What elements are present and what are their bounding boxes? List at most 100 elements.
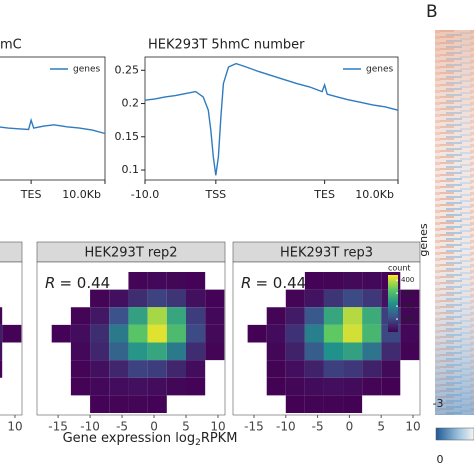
count-cell xyxy=(166,272,186,290)
count-cell xyxy=(51,324,71,343)
count-cell xyxy=(0,395,2,413)
count-cell xyxy=(304,289,324,308)
count-cell xyxy=(285,395,305,413)
count-cell xyxy=(147,272,167,290)
count-cell xyxy=(2,290,21,308)
plot-frame xyxy=(0,56,106,181)
count-cell xyxy=(304,395,324,413)
count-cell xyxy=(185,342,206,361)
r-value: = 0.44 xyxy=(59,274,110,292)
count-cell xyxy=(52,343,71,361)
count-cell xyxy=(90,395,110,413)
x-tick-label: -10.0 xyxy=(131,188,159,201)
count-cell xyxy=(128,272,148,290)
count-cell xyxy=(147,307,167,325)
heatmap-colorbar-tick: 0 xyxy=(437,453,444,466)
count-cell xyxy=(267,395,286,413)
count-cell xyxy=(90,289,110,308)
count-cell xyxy=(128,307,148,325)
count-cell xyxy=(70,324,91,343)
count-cell xyxy=(323,324,344,343)
count-cell xyxy=(2,378,21,396)
count-cell xyxy=(323,395,344,413)
count-cell xyxy=(147,395,167,413)
count-cell xyxy=(266,342,286,361)
count-cell xyxy=(147,360,167,378)
count-cell xyxy=(70,360,91,378)
count-cell xyxy=(323,377,344,396)
count-cell xyxy=(400,360,419,378)
count-cell xyxy=(109,324,129,343)
count-cell xyxy=(70,307,91,325)
count-cell xyxy=(267,290,286,308)
heatmap-colorbar xyxy=(435,427,474,441)
count-cell xyxy=(304,377,324,396)
r-value: = 0.44 xyxy=(255,274,306,292)
count-cell xyxy=(205,395,224,413)
count-cell xyxy=(185,307,206,325)
count-cell xyxy=(52,290,71,308)
count-cell xyxy=(52,307,71,325)
count-cell xyxy=(2,395,21,413)
count-cell xyxy=(2,307,21,325)
count-cell xyxy=(362,307,382,325)
profile-line xyxy=(144,62,399,176)
count-cell xyxy=(166,360,186,378)
count-cell xyxy=(185,360,206,378)
facet-header xyxy=(0,241,23,263)
count-cell xyxy=(304,324,324,343)
count-cell xyxy=(128,342,148,361)
count-cell xyxy=(266,307,286,325)
x-tick-label: TES xyxy=(313,188,335,201)
x-tick-label: TSS xyxy=(204,188,226,201)
colorbar-tick-label: 400 xyxy=(401,276,414,284)
count-cell xyxy=(109,307,129,325)
count-cell xyxy=(0,307,3,325)
count-cell xyxy=(166,342,186,361)
count-cell xyxy=(0,272,2,290)
chart-title: mC xyxy=(0,38,22,53)
count-cell xyxy=(343,289,363,308)
count-cell xyxy=(52,360,71,378)
count-cell xyxy=(400,342,420,361)
count-cell xyxy=(285,307,305,325)
legend-label: genes xyxy=(366,65,393,75)
x-label-unit: RPKM xyxy=(201,431,238,446)
count-cell xyxy=(205,378,224,396)
count-cell xyxy=(248,307,267,325)
count-cell xyxy=(52,378,71,396)
count-cell xyxy=(90,307,110,325)
plot-frame xyxy=(144,56,399,181)
count-cell xyxy=(400,289,420,308)
profile-line xyxy=(0,117,106,135)
count-cell xyxy=(205,324,225,343)
count-cell xyxy=(167,395,186,413)
count-cell xyxy=(285,324,305,343)
count-cell xyxy=(266,360,286,378)
count-cell xyxy=(343,324,363,343)
count-cell xyxy=(323,360,344,378)
count-cell xyxy=(248,360,267,378)
x-label-main: Gene expression log xyxy=(63,431,196,446)
correlation-label: R = 0.44 xyxy=(241,274,306,292)
facet-title: HEK293T rep2 xyxy=(85,246,178,261)
count-cell xyxy=(381,360,401,378)
x-tick-label: -5 xyxy=(312,420,324,434)
count-cell xyxy=(323,289,344,308)
count-cell xyxy=(381,342,401,361)
x-tick-label: -10 xyxy=(80,420,100,434)
x-tick-label: TES xyxy=(20,188,42,201)
count-cell xyxy=(186,395,205,413)
count-cell xyxy=(90,377,110,396)
count-cell xyxy=(109,395,129,413)
facet-title: HEK293T rep3 xyxy=(280,246,373,261)
count-cell xyxy=(109,360,129,378)
count-cell xyxy=(185,377,206,396)
count-cell xyxy=(0,324,3,343)
colorbar-tick-label: 200 xyxy=(401,302,414,310)
x-label-sub: 2 xyxy=(195,438,201,448)
count-cell xyxy=(185,324,206,343)
correlation-label: R = 0.44 xyxy=(45,274,110,292)
count-cell xyxy=(185,272,206,290)
count-cell xyxy=(70,342,91,361)
